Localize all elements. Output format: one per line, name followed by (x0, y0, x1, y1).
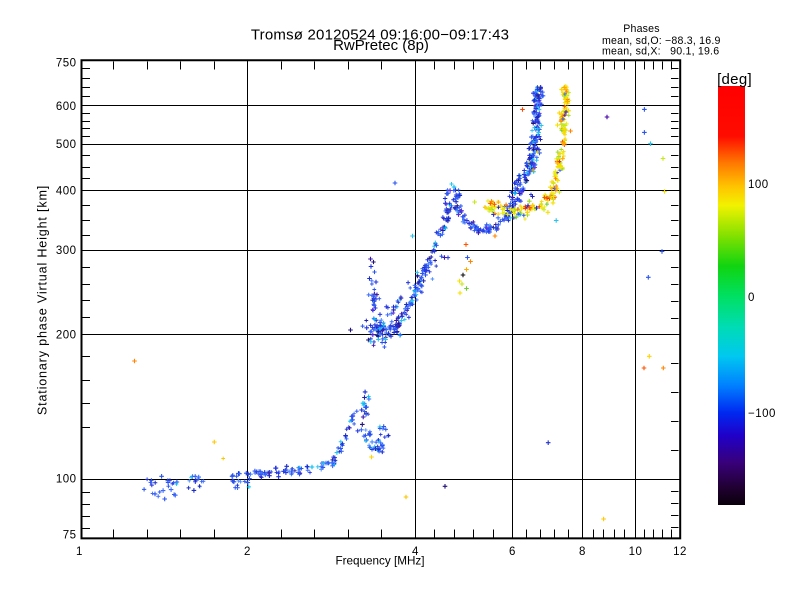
svg-text:10: 10 (629, 546, 643, 558)
svg-text:750: 750 (56, 58, 77, 70)
svg-text:2: 2 (244, 546, 251, 558)
svg-text:500: 500 (56, 139, 77, 151)
svg-text:6: 6 (509, 546, 516, 558)
svg-text:Stationary phase Virtual Heigh: Stationary phase Virtual Height [km] (36, 185, 50, 415)
svg-text:mean, sd,X: 90.1, 19.6: mean, sd,X: 90.1, 19.6 (602, 46, 719, 58)
svg-text:100: 100 (56, 474, 77, 486)
svg-text:200: 200 (56, 329, 77, 341)
svg-text:1: 1 (76, 546, 83, 558)
svg-text:8: 8 (579, 546, 586, 558)
svg-text:Phases: Phases (623, 23, 660, 35)
svg-text:[deg]: [deg] (717, 71, 752, 88)
svg-text:600: 600 (56, 101, 77, 113)
svg-text:Tromsø 20120524 09:16:00−09:17: Tromsø 20120524 09:16:00−09:17:43 (251, 27, 509, 44)
svg-text:4: 4 (412, 546, 419, 558)
svg-text:400: 400 (56, 185, 77, 197)
svg-text:RwPretec (8p): RwPretec (8p) (333, 37, 429, 54)
svg-text:12: 12 (673, 546, 687, 558)
svg-text:75: 75 (63, 530, 77, 542)
svg-text:100: 100 (748, 179, 769, 191)
svg-text:0: 0 (748, 292, 755, 304)
svg-text:mean, sd,O: −88.3, 16.9: mean, sd,O: −88.3, 16.9 (602, 35, 721, 47)
svg-text:300: 300 (56, 245, 77, 257)
svg-text:−100: −100 (748, 408, 776, 420)
svg-text:Frequency [MHz]: Frequency [MHz] (336, 555, 425, 568)
